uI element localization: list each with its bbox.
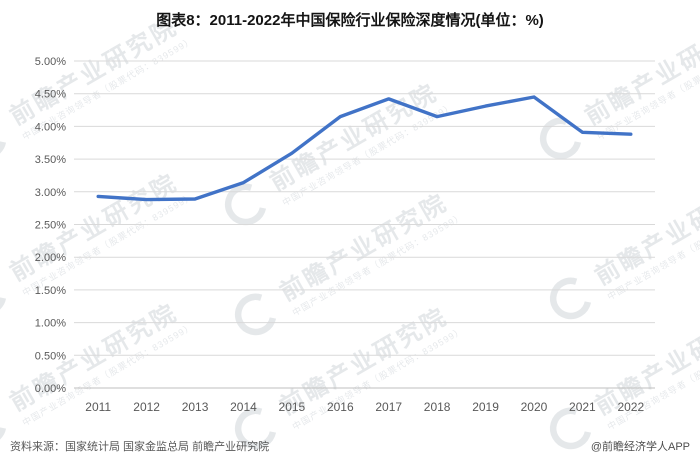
y-axis-tick-label: 0.50% <box>35 350 66 362</box>
x-axis-tick-label: 2011 <box>85 400 111 414</box>
page-title: 图表8：2011-2022年中国保险行业保险深度情况(单位：%) <box>156 12 544 29</box>
y-axis-tick-label: 1.50% <box>35 285 66 297</box>
x-axis-tick-label: 2019 <box>472 400 499 414</box>
x-axis-tick-label: 2012 <box>133 400 160 414</box>
x-axis-tick-label: 2017 <box>375 400 402 414</box>
x-axis-tick-label: 2021 <box>569 400 596 414</box>
x-axis-tick-label: 2013 <box>182 400 209 414</box>
x-axis-tick-label: 2020 <box>521 400 548 414</box>
y-axis-tick-label: 0.00% <box>35 383 66 395</box>
x-axis-tick-label: 2016 <box>327 400 354 414</box>
y-axis-tick-label: 1.00% <box>35 318 66 330</box>
y-axis-tick-label: 3.50% <box>35 154 66 166</box>
x-axis-tick-label: 2022 <box>617 400 644 414</box>
y-axis-tick-label: 3.00% <box>35 187 66 199</box>
y-axis-tick-label: 4.00% <box>35 121 66 133</box>
data-series-line <box>96 95 633 202</box>
x-axis-tick-label: 2014 <box>230 400 257 414</box>
y-axis-tick-label: 5.00% <box>35 56 66 68</box>
y-axis-tick-label: 4.50% <box>35 89 66 101</box>
x-axis-tick-label: 2015 <box>279 400 306 414</box>
y-axis-tick-label: 2.50% <box>35 220 66 232</box>
brand-credit-text: @前瞻经济学人APP <box>590 441 690 453</box>
y-axis-tick-label: 2.00% <box>35 252 66 264</box>
x-axis-tick-label: 2018 <box>424 400 451 414</box>
data-source-text: 资料来源：国家统计局 国家金监总局 前瞻产业研究院 <box>10 441 270 453</box>
